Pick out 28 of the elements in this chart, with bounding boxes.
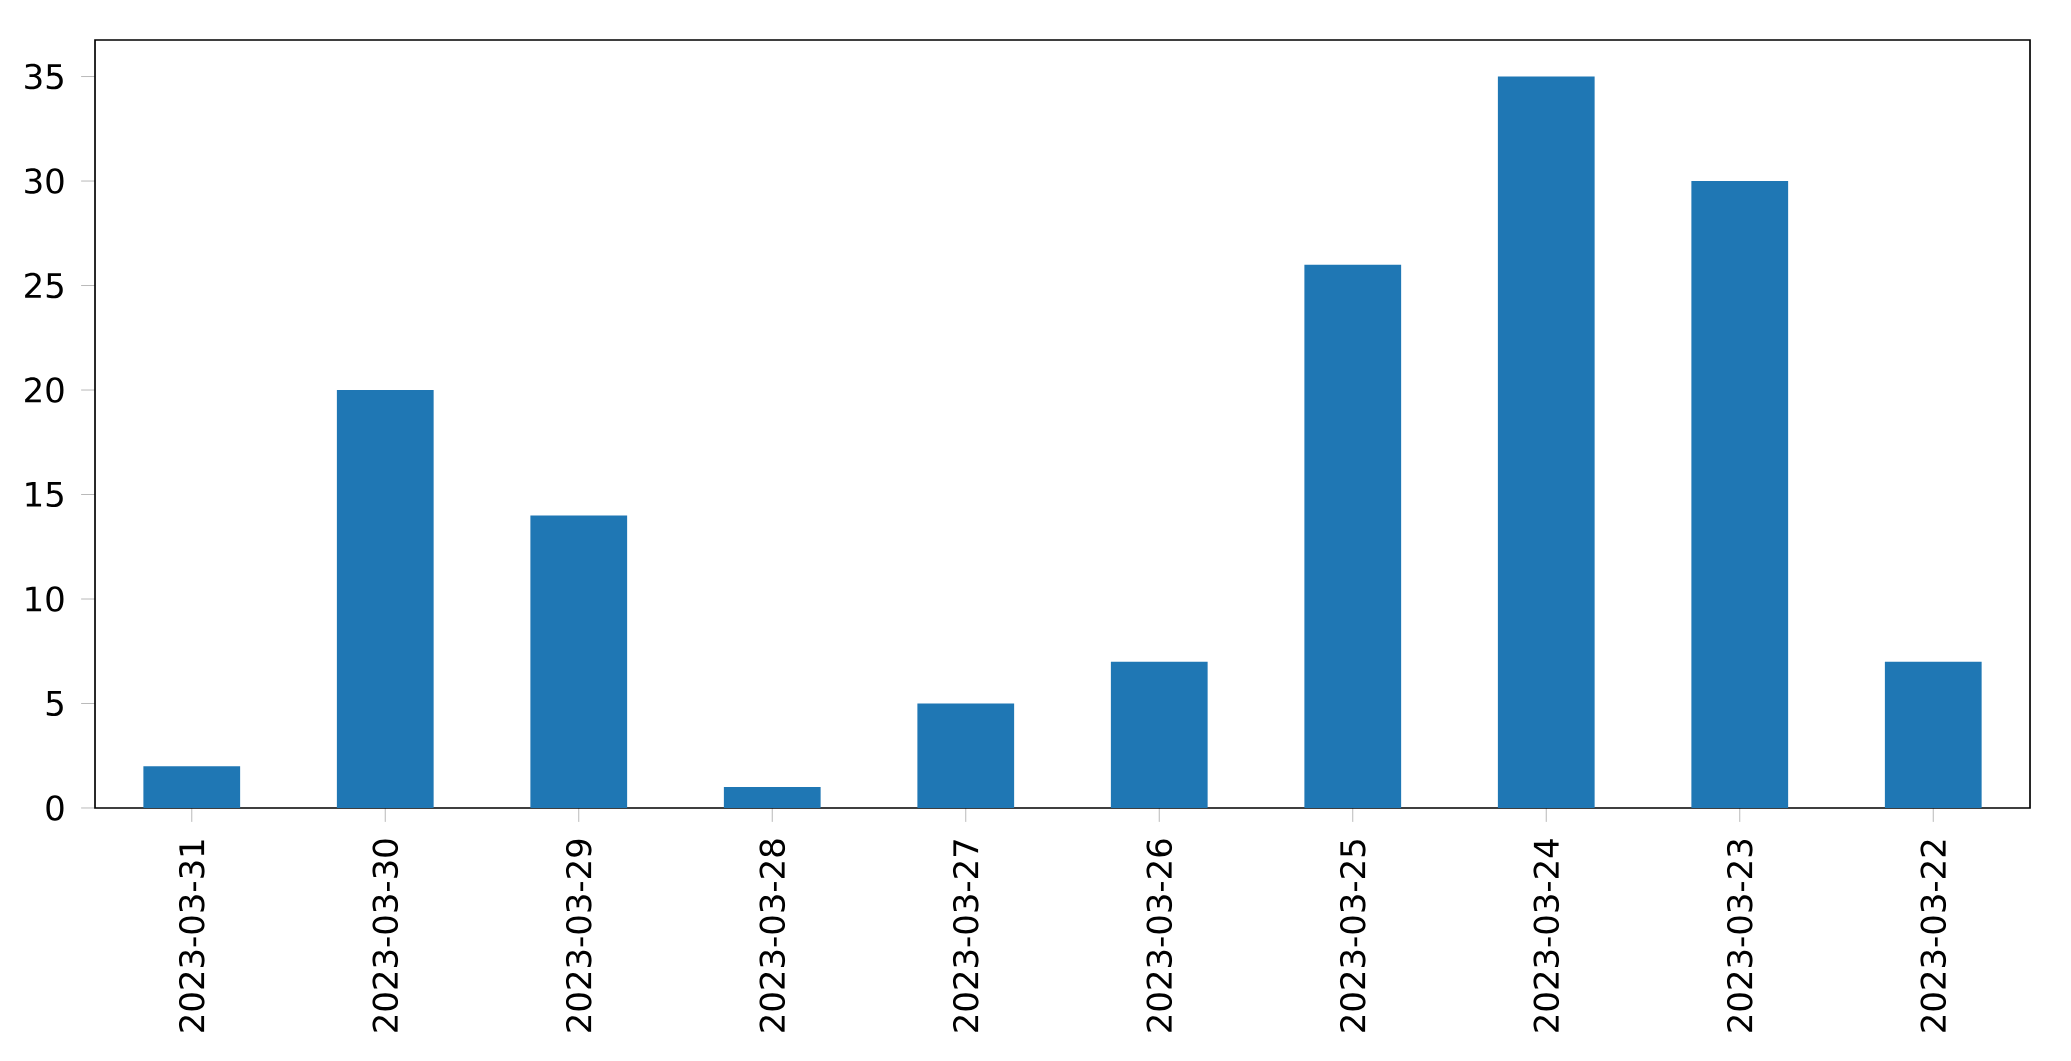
y-tick-label: 20 (25, 377, 64, 403)
y-tick-label: 35 (25, 63, 63, 90)
bar (1691, 181, 1789, 808)
bar (1497, 76, 1595, 808)
x-tick-label: 2023-03-27 (952, 840, 979, 1032)
bar (917, 703, 1015, 808)
bar (530, 515, 628, 808)
y-tick-label: 5 (46, 690, 63, 717)
x-tick-label: 2023-03-29 (565, 839, 592, 1032)
bar (1304, 264, 1402, 808)
x-tick-label: 2023-03-31 (178, 840, 205, 1032)
x-tick-label: 2023-03-24 (1533, 839, 1560, 1032)
bar (723, 787, 821, 808)
y-tick-label: 25 (25, 272, 63, 299)
bar (143, 766, 241, 808)
y-tick-label: 15 (26, 481, 63, 508)
x-tick-label: 2023-03-28 (759, 839, 786, 1032)
bar (1884, 661, 1982, 808)
x-tick-label: 2023-03-23 (1726, 839, 1753, 1032)
x-tick-label: 2023-03-25 (1339, 840, 1366, 1032)
bar (336, 390, 434, 808)
y-tick-label: 0 (46, 795, 64, 821)
bar (1110, 661, 1208, 808)
y-tick-label: 10 (26, 586, 64, 612)
x-tick-label: 2023-03-22 (1920, 840, 1947, 1032)
x-tick-label: 2023-03-30 (372, 839, 399, 1032)
y-tick-label: 30 (25, 168, 64, 194)
x-tick-label: 2023-03-26 (1146, 839, 1173, 1032)
